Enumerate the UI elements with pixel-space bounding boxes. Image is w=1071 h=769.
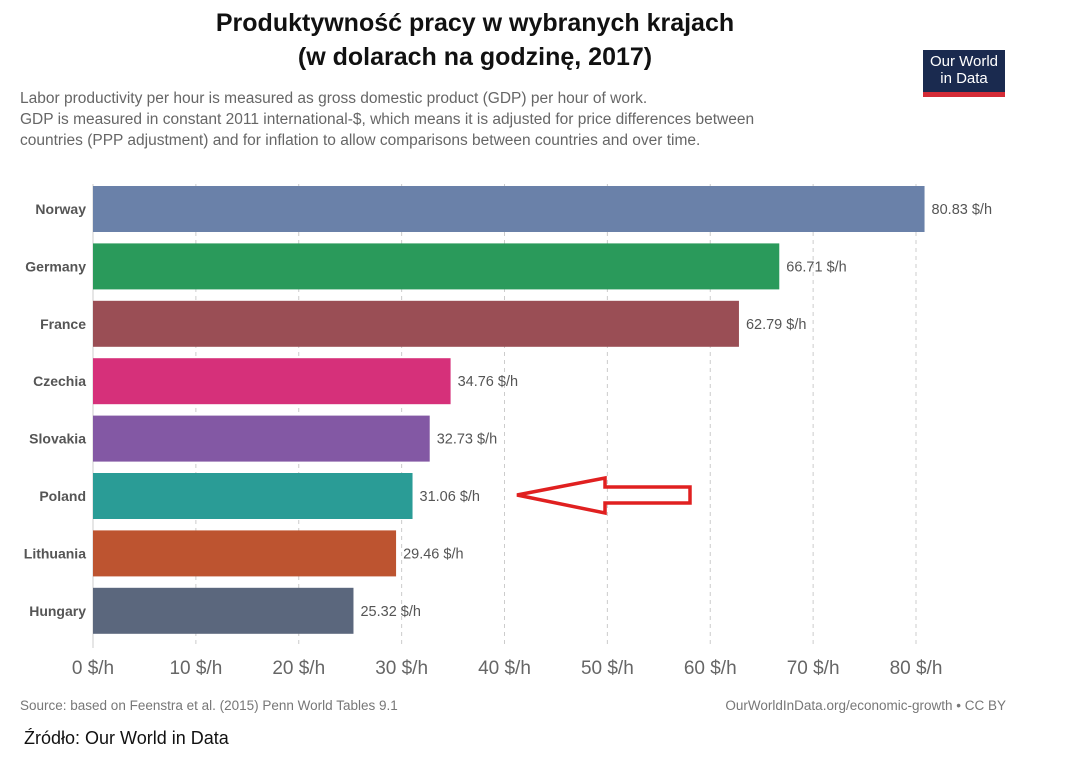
y-category-label: Lithuania bbox=[24, 545, 86, 561]
x-tick-label: 80 $/h bbox=[890, 658, 943, 679]
subtitle-line: GDP is measured in constant 2011 interna… bbox=[20, 111, 755, 128]
y-category-label: Slovakia bbox=[29, 431, 86, 447]
bar-czechia bbox=[93, 358, 451, 405]
logo-text: Our World bbox=[929, 53, 999, 70]
y-category-label: France bbox=[40, 316, 86, 332]
bar-lithuania bbox=[93, 530, 397, 577]
x-tick-label: 10 $/h bbox=[169, 658, 222, 679]
title-line-1: Produktywność pracy w wybranych krajach bbox=[215, 9, 735, 37]
source-url[interactable]: OurWorldInData.org/economic-growth • CC … bbox=[725, 698, 1006, 713]
logo-text: in Data bbox=[940, 70, 988, 87]
x-tick-label: 20 $/h bbox=[272, 658, 325, 679]
subtitle-line: countries (PPP adjustment) and for infla… bbox=[20, 132, 701, 149]
bar-slovakia bbox=[93, 415, 430, 462]
x-tick-label: 50 $/h bbox=[581, 658, 634, 679]
title-line-2: (w dolarach na godzinę, 2017) bbox=[297, 43, 653, 71]
y-category-label: Czechia bbox=[33, 373, 86, 389]
data-label: 29.46 $/h bbox=[403, 546, 463, 562]
bar-france bbox=[93, 300, 739, 347]
data-label: 66.71 $/h bbox=[786, 259, 846, 275]
bar-hungary bbox=[93, 587, 354, 634]
bar-norway bbox=[93, 186, 925, 232]
x-tick-label: 40 $/h bbox=[478, 658, 531, 679]
x-tick-label: 30 $/h bbox=[375, 658, 428, 679]
bar-poland bbox=[93, 473, 413, 519]
data-label: 34.76 $/h bbox=[458, 374, 518, 390]
y-category-label: Poland bbox=[39, 488, 86, 504]
x-tick-label: 0 $/h bbox=[72, 658, 114, 679]
data-label: 32.73 $/h bbox=[437, 432, 497, 448]
data-label: 25.32 $/h bbox=[360, 604, 420, 620]
x-tick-label: 60 $/h bbox=[684, 658, 737, 679]
y-category-label: Hungary bbox=[29, 603, 86, 619]
source-note: Source: based on Feenstra et al. (2015) … bbox=[20, 698, 398, 713]
owid-logo[interactable]: Our World in Data bbox=[923, 50, 1005, 97]
chart-subtitle: Labor productivity per hour is measured … bbox=[20, 88, 900, 151]
data-label: 31.06 $/h bbox=[420, 489, 480, 505]
source-caption: Źródło: Our World in Data bbox=[24, 728, 229, 748]
x-tick-label: 70 $/h bbox=[787, 658, 840, 679]
subtitle-line: Labor productivity per hour is measured … bbox=[20, 90, 648, 107]
data-label: 80.83 $/h bbox=[932, 202, 992, 218]
y-category-label: Norway bbox=[35, 201, 86, 217]
chart-title: Produktywność pracy w wybranych krajach … bbox=[0, 6, 950, 74]
bar-germany bbox=[93, 243, 780, 290]
data-label: 62.79 $/h bbox=[746, 317, 806, 333]
y-category-label: Germany bbox=[25, 258, 86, 274]
annotation-arrow-icon bbox=[516, 475, 692, 516]
